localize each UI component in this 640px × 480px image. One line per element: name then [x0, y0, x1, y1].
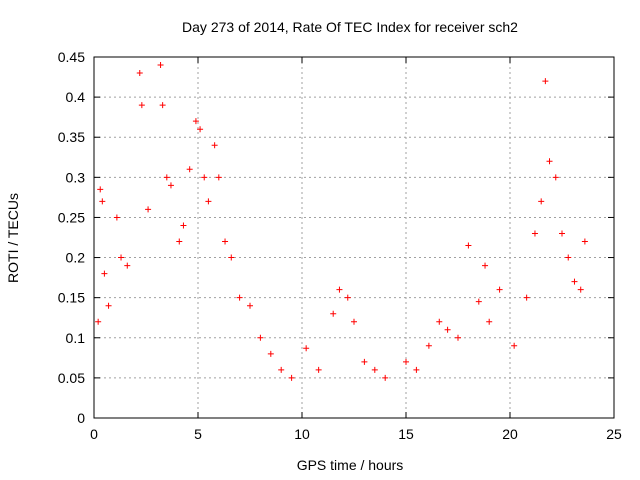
y-axis-ticks: 0 0.05 0.1 0.15 0.2 0.25 0.3 0.35 0.4 0.45 — [58, 49, 614, 426]
data-point — [118, 254, 125, 261]
data-point — [267, 350, 274, 357]
data-points — [95, 62, 588, 381]
data-point — [205, 198, 212, 205]
data-point — [330, 310, 337, 317]
data-point — [159, 102, 166, 109]
x-tick-label: 10 — [294, 426, 310, 442]
data-point — [180, 222, 187, 229]
data-point — [95, 318, 102, 325]
grid-lines — [94, 57, 614, 418]
data-point — [136, 70, 143, 77]
data-point — [236, 294, 243, 301]
x-axis-label: GPS time / hours — [297, 457, 404, 473]
x-tick-label: 15 — [398, 426, 414, 442]
chart-title: Day 273 of 2014, Rate Of TEC Index for r… — [182, 19, 518, 35]
data-point — [542, 78, 549, 85]
data-point — [113, 214, 120, 221]
data-point — [475, 298, 482, 305]
data-point — [257, 334, 264, 341]
data-point — [197, 126, 204, 133]
y-tick-label: 0.35 — [58, 129, 85, 145]
data-point — [546, 158, 553, 165]
data-point — [538, 198, 545, 205]
data-point — [211, 142, 218, 149]
data-point — [413, 366, 420, 373]
y-tick-label: 0.25 — [58, 209, 85, 225]
data-point — [288, 374, 295, 381]
data-point — [186, 166, 193, 173]
data-point — [425, 342, 432, 349]
plot-frame — [93, 56, 615, 419]
data-point — [496, 286, 503, 293]
data-point — [344, 294, 351, 301]
x-tick-label: 5 — [194, 426, 202, 442]
x-tick-label: 0 — [90, 426, 98, 442]
data-point — [486, 318, 493, 325]
data-point — [351, 318, 357, 325]
data-point — [247, 302, 253, 309]
data-point — [336, 286, 343, 293]
data-point — [138, 102, 145, 109]
y-tick-label: 0.45 — [58, 49, 85, 65]
data-point — [101, 270, 108, 277]
y-tick-label: 0.15 — [58, 290, 85, 306]
data-point — [278, 366, 285, 373]
data-point — [382, 374, 389, 381]
data-point — [511, 342, 518, 349]
x-axis-ticks: 0 5 10 15 20 25 — [90, 57, 622, 442]
data-point — [565, 254, 572, 261]
data-point — [482, 262, 489, 269]
data-point — [167, 182, 174, 189]
data-point — [99, 198, 106, 205]
x-tick-label: 25 — [606, 426, 622, 442]
data-point — [523, 294, 530, 301]
data-point — [201, 174, 208, 181]
data-point — [163, 174, 170, 181]
data-point — [157, 62, 164, 69]
data-point — [222, 238, 229, 245]
data-point — [105, 302, 112, 309]
data-point — [552, 174, 559, 181]
data-point — [192, 118, 199, 125]
data-point — [444, 326, 451, 333]
y-tick-label: 0.2 — [66, 250, 86, 266]
x-tick-label: 20 — [502, 426, 518, 442]
data-point — [559, 230, 565, 237]
data-point — [361, 358, 368, 365]
y-tick-label: 0.4 — [66, 89, 86, 105]
data-point — [228, 254, 235, 261]
data-point — [97, 186, 104, 193]
data-point — [531, 230, 538, 237]
data-point — [581, 238, 588, 245]
data-point — [124, 262, 131, 269]
y-tick-label: 0 — [77, 410, 85, 426]
data-point — [403, 358, 409, 365]
data-point — [577, 286, 584, 293]
data-point — [436, 318, 443, 325]
data-point — [145, 206, 152, 213]
data-point — [176, 238, 183, 245]
data-point — [455, 334, 461, 341]
data-point — [215, 174, 222, 181]
y-tick-label: 0.05 — [58, 370, 85, 386]
data-point — [303, 345, 310, 352]
data-point — [315, 366, 322, 373]
data-point — [371, 366, 378, 373]
y-tick-label: 0.1 — [66, 330, 86, 346]
y-tick-label: 0.3 — [66, 169, 86, 185]
data-point — [571, 278, 578, 285]
y-axis-label: ROTI / TECUs — [5, 193, 21, 283]
data-point — [465, 242, 472, 249]
